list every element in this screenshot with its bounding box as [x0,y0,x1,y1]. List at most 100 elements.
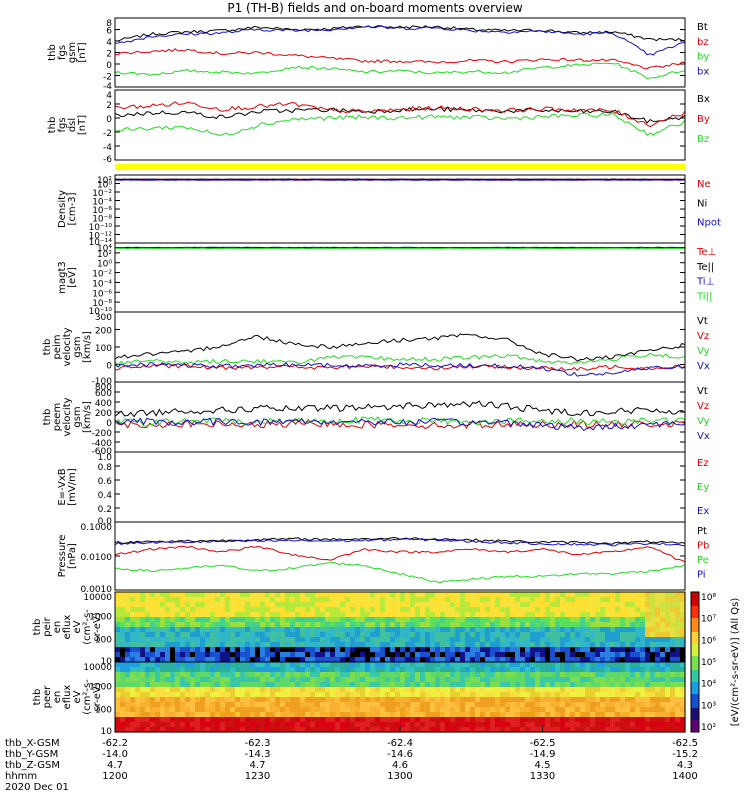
peir-cell [305,627,311,633]
peir-cell [620,637,626,643]
peir-cell [315,632,321,638]
peir-cell [650,657,656,663]
peir-cell [435,627,441,633]
peir-cell [370,657,376,663]
peir-cell [355,607,361,613]
peer-panel: thb peer en eflux eV (cm²-s-sr-eV)10000100010… [32,661,686,737]
peer-cell [140,677,146,683]
peer-cell [145,727,151,733]
xaxis-value: 1230 [245,771,270,782]
peer-cell [265,697,271,703]
peir-cell [275,642,281,648]
peer-cell [590,682,596,688]
peir-cell [465,602,471,608]
peir-cell [145,642,151,648]
peir-cell [365,642,371,648]
peer-cell [520,702,526,708]
peer-cell [580,717,586,723]
colorbar-cell [691,606,699,609]
peer-cell [520,707,526,713]
peer-cell [170,692,176,698]
peer-cell [325,687,331,693]
peer-cell [390,672,396,678]
peir-cell [160,632,166,638]
temp-legend-Te||: Te|| [696,262,714,273]
peir-cell [585,637,591,643]
peir-cell [675,632,681,638]
peer-cell [160,702,166,708]
peer-cell [610,667,616,673]
peir-cell [360,617,366,623]
peer-cell [590,712,596,718]
peer-cell [600,697,606,703]
peer-cell [335,682,341,688]
peir-cell [320,597,326,603]
peir-cell [380,612,386,618]
peer-cell [170,667,176,673]
peir-cell [240,602,246,608]
peer-cell [345,707,351,713]
peer-cell [130,712,136,718]
peir-cell [115,612,121,618]
peir-cell [135,652,141,658]
peer-cell [415,717,421,723]
peir-cell [545,637,551,643]
peer-cell [535,677,541,683]
peir-cell [370,607,376,613]
peir-cell [365,652,371,658]
peir-cell [615,627,621,633]
peer-cell [375,727,381,733]
peer-cell [145,697,151,703]
peer-cell [245,727,251,733]
peir-cell [330,597,336,603]
peir-cell [230,637,236,643]
peir-cell [410,657,416,663]
peir-cell [335,627,341,633]
peir-cell [225,592,231,598]
peer-cell [210,717,216,723]
peir-cell [135,657,141,663]
peir-cell [675,622,681,628]
peer-cell [450,692,456,698]
peer-cell [425,707,431,713]
peer-cell [645,727,651,733]
peer-cell [255,682,261,688]
temp-panel: magt3 [eV]10⁴10²10⁰10⁻²10⁻⁴10⁻⁶10⁻⁸10⁻¹⁰T… [57,242,716,317]
peer-cell [660,667,666,673]
peer-cell [430,717,436,723]
peir-cell [220,592,226,598]
peer-cell [305,687,311,693]
peir-cell [245,607,251,613]
peer-cell [525,697,531,703]
peer-cell [680,717,686,723]
peer-cell [570,722,576,728]
peer-cell [655,712,661,718]
peir-cell [260,602,266,608]
peer-cell [435,702,441,708]
peir-cell [195,592,201,598]
peer-cell [650,662,656,668]
peir-cell [650,632,656,638]
peer-cell [645,692,651,698]
efield-ylabel: E=-VxB [57,468,68,505]
peir-cell [540,612,546,618]
xaxis-value: 4.7 [250,760,266,771]
density-ytick: 10⁻¹² [89,232,113,242]
peer-cell [220,717,226,723]
peer-cell [365,707,371,713]
peir-cell [180,622,186,628]
peir-cell [350,597,356,603]
peir-cell [390,637,396,643]
peer-cell [305,672,311,678]
peir-cell [250,657,256,663]
peer-cell [420,677,426,683]
peir-cell [505,657,511,663]
peir-cell [190,607,196,613]
peir-cell [225,632,231,638]
peer-cell [170,727,176,733]
peer-cell [300,702,306,708]
peir-cell [570,622,576,628]
peir-cell [165,602,171,608]
peer-cell [655,692,661,698]
